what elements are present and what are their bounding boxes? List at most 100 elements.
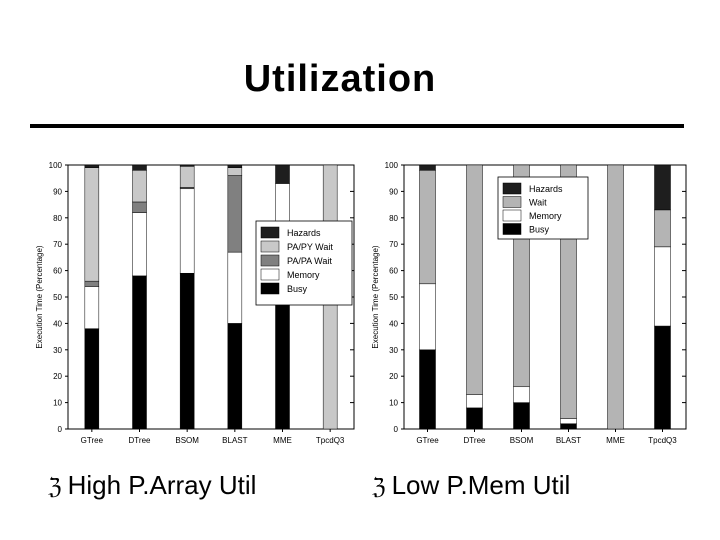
y-tick-label: 20 xyxy=(53,372,62,381)
bar-segment-blast-hazards xyxy=(227,164,243,168)
legend-swatch-memory xyxy=(260,268,280,281)
x-tick-label: BLAST xyxy=(556,436,581,445)
legend-swatch-pa-py-wait xyxy=(260,240,280,253)
title-divider xyxy=(30,124,684,128)
bar-segment-gtree-hazards xyxy=(84,164,100,168)
legend-swatch-hazards xyxy=(260,226,280,239)
legend-label-hazards: Hazards xyxy=(529,184,563,194)
y-tick-label: 60 xyxy=(53,267,62,276)
legend-label-busy: Busy xyxy=(287,284,308,294)
chart-left-processor-array-utilization: 0 10 20 30 40 50 60 70 80 90 100 Execution Time (Pe… xyxy=(35,161,355,445)
x-tick-label: BLAST xyxy=(222,436,247,445)
y-tick-label: 60 xyxy=(389,267,398,276)
slide-title: Utilization xyxy=(243,58,437,100)
bar-segment-gtree-hazards xyxy=(419,164,436,171)
bar-segment-gtree-memory xyxy=(84,286,100,329)
legend-label-wait: Wait xyxy=(529,198,547,208)
bar-segment-mme-hazards xyxy=(275,164,290,184)
legend-swatch-busy xyxy=(502,223,522,235)
x-tick-label: BSOM xyxy=(510,436,534,445)
y-tick-label: 100 xyxy=(385,161,399,170)
bar-segment-dtree-pa-pa-wait xyxy=(132,201,147,213)
legend-label-memory: Memory xyxy=(287,270,320,280)
bar-segment-dtree-memory xyxy=(466,394,483,409)
y-tick-label: 90 xyxy=(389,187,398,196)
legend-swatch-hazards xyxy=(502,182,522,195)
bar-segment-gtree-memory xyxy=(419,283,436,351)
bar-segment-tpcdq3-busy xyxy=(654,325,671,430)
x-tick-label: GTree xyxy=(81,436,104,445)
bar-segment-blast-pa-pa-wait xyxy=(227,175,243,253)
y-tick-label: 70 xyxy=(53,240,62,249)
bar-segment-dtree-hazards xyxy=(132,164,147,171)
z-bullet-icon: ℨ xyxy=(372,475,386,500)
y-tick-label: 90 xyxy=(53,187,62,196)
bar-segment-dtree-pa-py-wait xyxy=(132,170,147,203)
x-tick-label: TpcdQ3 xyxy=(648,436,677,445)
legend-label-busy: Busy xyxy=(529,225,550,235)
y-tick-label: 30 xyxy=(389,346,398,355)
y-tick-label: 0 xyxy=(58,425,63,434)
legend-swatch-memory xyxy=(502,209,522,222)
x-tick-label: BSOM xyxy=(175,436,199,445)
x-tick-label: GTree xyxy=(416,436,439,445)
legend-label-pa-py-wait: PA/PY Wait xyxy=(287,242,333,252)
bar-segment-blast-busy xyxy=(227,323,243,430)
bar-segment-dtree-wait xyxy=(466,164,483,395)
bar-segment-blast-busy xyxy=(560,423,577,430)
bar-segment-tpcdq3-hazards xyxy=(654,164,671,211)
legend-label-memory: Memory xyxy=(529,211,562,221)
y-tick-label: 100 xyxy=(49,161,63,170)
bar-segment-gtree-busy xyxy=(419,349,436,430)
bar-segment-bsom-hazards xyxy=(179,164,195,167)
z-bullet-icon: ℨ xyxy=(48,475,62,500)
legend-swatch-wait xyxy=(502,196,522,208)
bar-segment-dtree-memory xyxy=(132,212,147,277)
y-tick-label: 40 xyxy=(53,319,62,328)
bar-segment-bsom-busy xyxy=(179,272,195,430)
bar-segment-bsom-memory xyxy=(179,188,195,274)
bar-segment-gtree-pa-pa-wait xyxy=(84,280,100,287)
x-tick-label: MME xyxy=(606,436,625,445)
y-tick-label: 80 xyxy=(389,214,398,223)
bar-segment-dtree-busy xyxy=(132,275,147,430)
bullet-text: High P.Array Util xyxy=(67,470,257,500)
bar-segment-tpcdq3-wait xyxy=(654,209,671,248)
x-tick-label: DTree xyxy=(129,436,151,445)
bullet-high-parray-util: ℨ High P.Array Util xyxy=(48,470,256,501)
y-tick-label: 10 xyxy=(53,399,62,408)
bar-segment-blast-memory xyxy=(560,418,577,424)
bar-segment-gtree-wait xyxy=(419,170,436,285)
y-tick-label: 10 xyxy=(389,399,398,408)
y-tick-label: 80 xyxy=(53,214,62,223)
y-tick-label: 0 xyxy=(394,425,399,434)
y-axis-label: Execution Time (Percentage) xyxy=(35,245,44,348)
x-tick-label: MME xyxy=(273,436,292,445)
bullet-low-pmem-util: ℨ Low P.Mem Util xyxy=(372,470,570,501)
y-tick-label: 30 xyxy=(53,346,62,355)
bar-segment-blast-memory xyxy=(227,251,243,324)
bar-segment-gtree-pa-py-wait xyxy=(84,167,100,282)
legend-label-hazards: Hazards xyxy=(287,228,321,238)
y-axis-label: Execution Time (Percentage) xyxy=(371,245,380,348)
x-tick-label: TpcdQ3 xyxy=(316,436,345,445)
legend-label-pa-pa-wait: PA/PA Wait xyxy=(287,256,332,266)
y-tick-label: 40 xyxy=(389,319,398,328)
bar-segment-blast-pa-py-wait xyxy=(227,167,243,176)
legend-swatch-pa-pa-wait xyxy=(260,254,280,267)
bar-segment-bsom-pa-py-wait xyxy=(179,166,195,188)
bar-segment-dtree-busy xyxy=(466,407,483,430)
x-tick-label: DTree xyxy=(464,436,486,445)
bar-segment-tpcdq3-memory xyxy=(654,246,671,327)
bar-segment-bsom-busy xyxy=(513,402,530,430)
y-tick-label: 20 xyxy=(389,372,398,381)
legend-swatch-busy xyxy=(260,282,280,295)
bullet-text: Low P.Mem Util xyxy=(391,470,571,500)
chart-right-processor-memory-utilization: 0 10 20 30 40 50 60 70 80 90 100 Execution Time (Pe… xyxy=(371,161,687,445)
bar-segment-bsom-memory xyxy=(513,386,530,403)
y-tick-label: 70 xyxy=(389,240,398,249)
y-tick-label: 50 xyxy=(53,293,62,302)
bar-segment-gtree-busy xyxy=(84,328,100,430)
bar-segment-mme-wait xyxy=(607,164,624,430)
y-tick-label: 50 xyxy=(389,293,398,302)
